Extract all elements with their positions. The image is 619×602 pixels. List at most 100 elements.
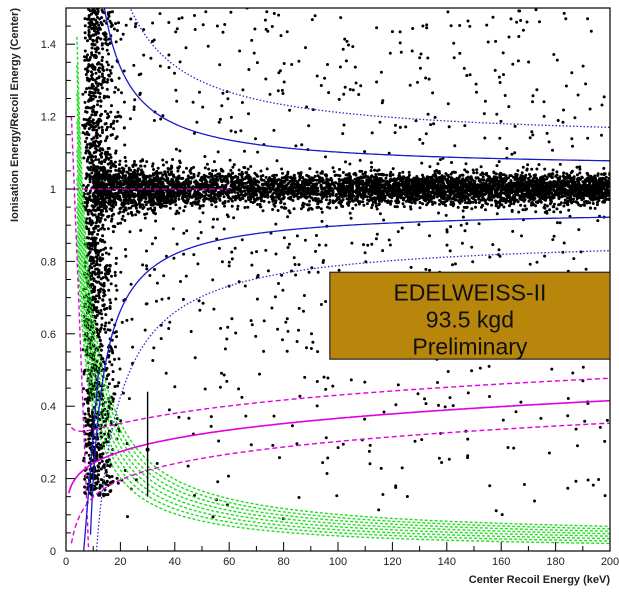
data-point [132, 198, 136, 202]
data-point [602, 193, 606, 197]
data-point [165, 160, 169, 164]
data-point [136, 172, 140, 176]
data-point [178, 206, 182, 210]
data-point [588, 196, 592, 200]
data-point [184, 199, 188, 203]
data-point [377, 168, 381, 172]
data-point [578, 183, 582, 187]
data-point [504, 201, 508, 204]
data-point [469, 189, 473, 193]
data-point [578, 165, 582, 169]
data-point [202, 199, 206, 203]
data-point [463, 198, 467, 202]
data-point [275, 173, 278, 177]
data-point [252, 180, 256, 184]
data-point [143, 177, 147, 181]
data-point [547, 173, 551, 177]
data-point [499, 188, 503, 192]
data-point [520, 171, 524, 175]
data-point [473, 181, 476, 185]
data-point [490, 203, 494, 207]
data-point [381, 173, 385, 177]
data-point [292, 207, 296, 211]
data-point [311, 176, 315, 180]
data-point [182, 186, 186, 190]
data-point [347, 194, 351, 198]
data-point [299, 207, 303, 211]
data-point [131, 165, 135, 168]
data-point [565, 179, 569, 183]
data-point [428, 175, 432, 179]
data-point [453, 189, 457, 193]
data-point [164, 204, 168, 208]
data-point [441, 185, 445, 189]
data-point [451, 197, 454, 201]
data-point [500, 203, 504, 207]
data-point [204, 193, 208, 197]
data-point [527, 199, 531, 203]
data-point [521, 165, 525, 169]
data-point [369, 169, 373, 173]
data-point [249, 165, 253, 168]
data-point [230, 176, 234, 179]
data-point [557, 203, 561, 207]
data-point [320, 196, 324, 200]
data-point [244, 182, 248, 185]
data-point [394, 189, 398, 193]
data-point [328, 189, 332, 193]
data-point [180, 177, 184, 180]
data-point [386, 193, 389, 197]
data-point [189, 181, 193, 185]
data-point [294, 186, 298, 190]
data-point [250, 179, 254, 183]
data-point [432, 187, 436, 191]
data-point [327, 178, 330, 182]
data-point [308, 199, 311, 203]
data-point [259, 199, 263, 203]
data-point [246, 167, 250, 171]
data-point [572, 189, 575, 193]
data-point [287, 187, 291, 191]
data-point [400, 181, 404, 185]
data-point [465, 176, 469, 180]
data-point [602, 185, 606, 189]
data-point [496, 206, 500, 210]
data-point [174, 212, 178, 216]
data-point [430, 195, 434, 199]
data-point [565, 172, 569, 176]
data-point [512, 202, 516, 206]
data-point [532, 179, 536, 183]
data-point [215, 193, 219, 197]
data-point [543, 203, 547, 207]
data-point [456, 192, 459, 196]
data-point [550, 200, 553, 203]
data-point [506, 193, 510, 197]
data-point [444, 204, 448, 207]
data-point [439, 188, 443, 192]
data-point [421, 175, 425, 179]
data-point [365, 182, 369, 186]
data-point [398, 171, 402, 175]
data-point [582, 203, 586, 207]
data-point [161, 173, 165, 177]
data-point [596, 174, 600, 177]
data-point [280, 205, 284, 209]
data-point [238, 181, 242, 185]
data-point [208, 180, 212, 184]
data-point [230, 204, 234, 208]
data-point [593, 174, 597, 178]
data-point [413, 201, 417, 205]
data-point [264, 175, 268, 179]
data-point [477, 193, 481, 197]
data-point [458, 174, 462, 178]
data-point [361, 197, 365, 200]
data-point [170, 178, 174, 181]
data-point [113, 160, 117, 164]
data-point [329, 176, 333, 180]
data-point [499, 193, 502, 197]
data-point [143, 212, 147, 216]
data-point [253, 178, 257, 182]
data-point [370, 193, 374, 197]
data-point [237, 168, 241, 172]
data-point [143, 164, 147, 168]
